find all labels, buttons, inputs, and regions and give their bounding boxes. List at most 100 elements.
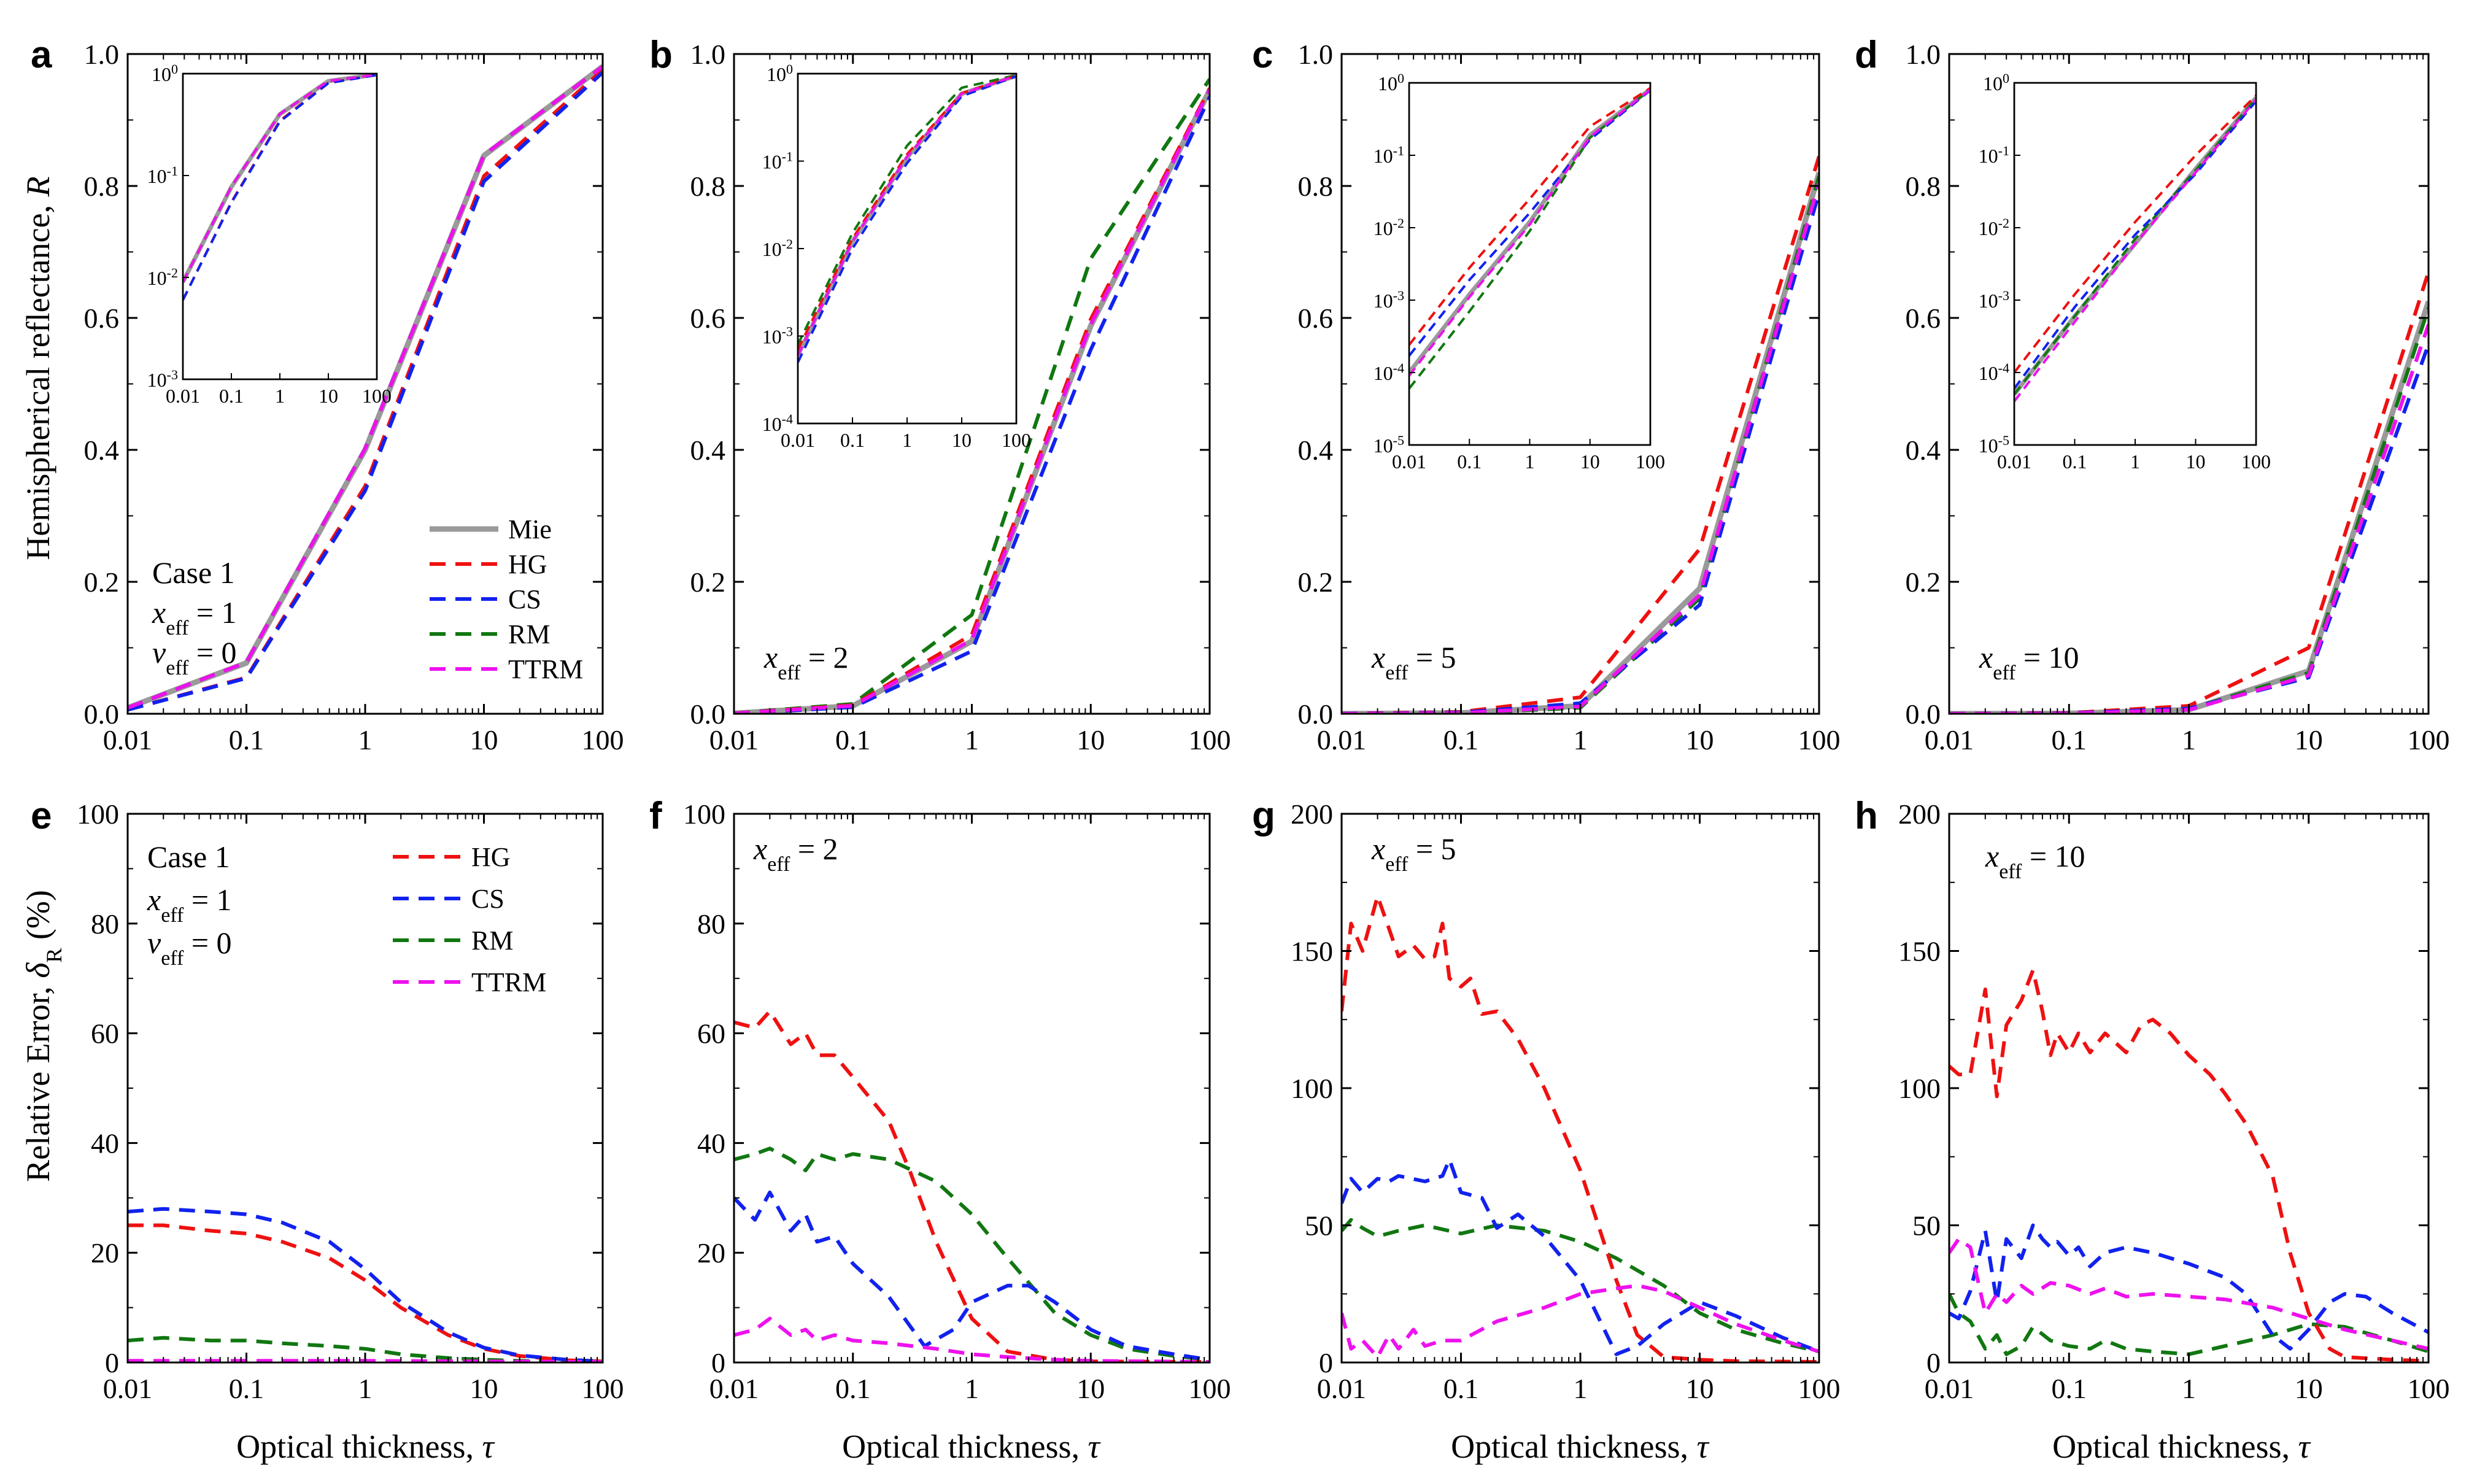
y-tick-label-g-1: 50 (1305, 1210, 1333, 1242)
legend-label-mie-a: Mie (508, 514, 552, 544)
panel-letter-a: a (31, 34, 52, 76)
y-tick-label-f-0: 0 (711, 1347, 725, 1378)
x-axis-title-e: Optical thickness, τ (236, 1428, 495, 1465)
y-tick-label-d-1: 0.2 (1906, 566, 1941, 598)
y-tick-label-a-2: 0.4 (84, 435, 120, 466)
x-tick-label-h-0: 0.01 (1925, 1373, 1974, 1404)
y-tick-label-b-4: 0.8 (690, 171, 726, 202)
x-tick-label-h-1: 0.1 (2052, 1373, 2087, 1404)
plot-frame-h (1948, 813, 2430, 1364)
y-tick-label-a-4: 0.8 (84, 171, 120, 202)
inset-y-tick-label-c-0: 10-5 (1374, 433, 1404, 457)
panel-letter-e: e (31, 795, 52, 837)
inset-y-tick-label-c-1: 10-4 (1374, 360, 1404, 385)
x-tick-label-e-4: 100 (582, 1373, 624, 1404)
x-tick-label-a-4: 100 (582, 724, 624, 756)
x-tick-label-e-0: 0.01 (103, 1373, 153, 1404)
inset-x-tick-label-a-1: 0.1 (219, 385, 244, 407)
x-tick-label-g-2: 1 (1574, 1373, 1588, 1404)
inset-y-tick-label-b-3: 10-1 (762, 149, 793, 173)
y-tick-label-g-4: 200 (1291, 798, 1333, 830)
y-tick-label-c-3: 0.6 (1298, 303, 1334, 334)
inset-series-cs-line-a (183, 74, 377, 301)
series-cs-line-h (1949, 1223, 2429, 1351)
y-tick-label-d-4: 0.8 (1906, 171, 1941, 202)
panel-letter-c: c (1252, 34, 1273, 76)
inset-x-tick-label-b-0: 0.01 (781, 429, 815, 451)
inset-x-tick-label-b-3: 10 (952, 429, 972, 451)
panel-letter-b: b (649, 34, 673, 76)
inset-series-cs-line-b (798, 75, 1016, 363)
annot-g-xeff: xeff = 5 (1371, 832, 1456, 876)
series-hg-line-e (128, 1223, 603, 1362)
x-axis-title-g: Optical thickness, τ (1451, 1428, 1709, 1465)
series-ttrm-line-h (1949, 1237, 2429, 1351)
x-tick-label-g-0: 0.01 (1317, 1373, 1367, 1404)
y-tick-label-e-3: 60 (91, 1018, 119, 1049)
y-tick-label-f-4: 80 (697, 908, 725, 940)
series-cs-line-g (1342, 1157, 1819, 1356)
inset-y-tick-label-b-1: 10-3 (762, 323, 793, 348)
x-tick-label-f-3: 10 (1076, 1373, 1105, 1404)
x-tick-label-a-3: 10 (470, 724, 498, 756)
y-tick-label-g-2: 100 (1291, 1073, 1333, 1104)
x-tick-label-f-1: 0.1 (835, 1373, 871, 1404)
y-tick-label-c-2: 0.4 (1298, 435, 1334, 466)
x-tick-label-e-2: 1 (358, 1373, 373, 1404)
plot-frame-g (1340, 813, 1820, 1364)
y-tick-label-b-0: 0.0 (690, 698, 726, 730)
y-tick-label-c-0: 0.0 (1298, 698, 1334, 730)
y-tick-label-a-5: 1.0 (84, 39, 120, 70)
x-tick-label-d-3: 10 (2295, 724, 2323, 756)
y-tick-label-h-1: 50 (1912, 1210, 1941, 1242)
y-tick-label-d-0: 0.0 (1906, 698, 1941, 730)
panel-letter-d: d (1855, 34, 1878, 76)
legend-label-ttrm-e: TTRM (471, 967, 546, 997)
series-rm-line-h (1949, 1293, 2429, 1356)
series-ttrm-line-a (128, 64, 603, 710)
inset-x-tick-label-d-0: 0.01 (1997, 450, 2031, 473)
series-hg-line-g (1342, 894, 1819, 1362)
panel-letter-h: h (1855, 795, 1878, 837)
y-tick-label-f-5: 100 (683, 798, 725, 830)
inset-x-tick-label-c-1: 0.1 (1457, 450, 1482, 473)
x-tick-label-h-2: 1 (2182, 1373, 2196, 1404)
x-tick-label-h-4: 100 (2408, 1373, 2450, 1404)
inset-x-tick-label-d-2: 1 (2130, 450, 2140, 473)
x-tick-label-c-3: 10 (1686, 724, 1714, 756)
inset-x-tick-label-b-4: 100 (1002, 429, 1031, 451)
y-tick-label-e-0: 0 (105, 1347, 119, 1378)
inset-y-tick-label-b-0: 10-4 (762, 411, 793, 436)
inset-series-cs-line-c (1409, 89, 1650, 357)
x-tick-label-a-1: 0.1 (229, 724, 265, 756)
inset-y-tick-label-c-4: 10-1 (1374, 143, 1404, 168)
inset-x-tick-label-a-4: 100 (362, 385, 392, 407)
x-tick-label-a-2: 1 (358, 724, 373, 756)
annot-a-veff: veff = 0 (152, 635, 237, 679)
legend-label-hg-a: HG (508, 549, 547, 579)
y-tick-label-h-2: 100 (1898, 1073, 1941, 1104)
inset-y-tick-label-d-4: 10-1 (1979, 143, 2009, 168)
inset-y-tick-label-b-2: 10-2 (762, 236, 793, 261)
x-tick-label-f-2: 1 (965, 1373, 979, 1404)
panels-group: a0.01 0.1 1 10 1000.00.20.40.60.81.0MieHGCSR… (31, 34, 2450, 1404)
inset-series-hg-line-b (798, 74, 1016, 350)
x-tick-label-c-0: 0.01 (1317, 724, 1367, 756)
y-tick-label-e-2: 40 (91, 1127, 119, 1159)
inset-series-ttrm-line-d (2014, 98, 2256, 403)
x-tick-label-g-1: 0.1 (1443, 1373, 1479, 1404)
series-ttrm-line-g (1342, 1283, 1819, 1359)
annot-e-veff: veff = 0 (147, 926, 232, 970)
annot-a-case: Case 1 (152, 555, 235, 590)
y-tick-label-e-1: 20 (91, 1237, 119, 1269)
inset-x-tick-label-a-0: 0.01 (166, 385, 200, 407)
x-tick-label-f-0: 0.01 (709, 1373, 759, 1404)
y-tick-label-b-3: 0.6 (690, 303, 726, 334)
series-hg-line-h (1949, 968, 2429, 1362)
inset-frame-bg-c (1408, 82, 1652, 446)
inset-x-tick-label-d-4: 100 (2241, 450, 2271, 473)
legend-label-cs-e: CS (471, 884, 504, 914)
inset-series-cs-line-d (2014, 100, 2256, 390)
inset-series-hg-line-d (2014, 95, 2256, 374)
y-tick-label-d-5: 1.0 (1906, 39, 1941, 70)
